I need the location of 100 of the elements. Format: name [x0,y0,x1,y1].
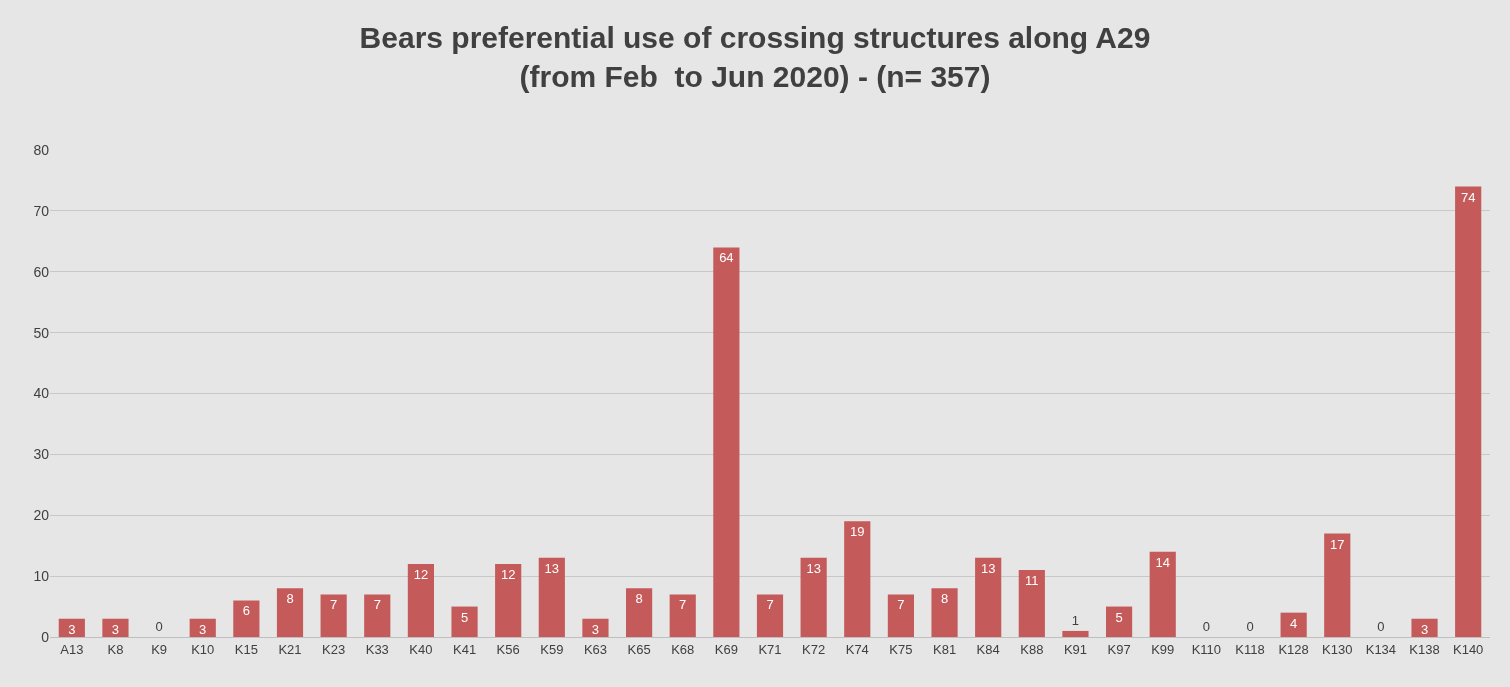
bar [407,563,434,637]
x-tick-label: K130 [1322,641,1353,657]
x-tick-label: K88 [1020,641,1044,657]
x-tick-label: K56 [496,641,520,657]
bar [626,588,653,637]
data-label: 17 [1330,536,1345,552]
data-label: 11 [1025,573,1039,589]
y-tick-label: 20 [33,507,50,524]
x-tick-label: K91 [1063,641,1088,657]
data-label: 3 [111,621,120,637]
y-tick-label: 40 [33,385,50,402]
bar [538,557,565,637]
x-tick-label: K59 [540,641,564,657]
x-tick-label: K21 [278,641,302,657]
y-tick-label: 60 [33,263,50,280]
y-tick-label: 70 [33,202,50,219]
bar [800,557,827,637]
data-label: 6 [242,603,250,619]
data-label: 7 [679,597,687,613]
bar [320,594,347,637]
x-tick-label: K63 [583,641,608,657]
x-tick-label: K140 [1452,641,1484,657]
data-label: 8 [635,591,643,607]
x-tick-label: K99 [1151,641,1175,657]
y-tick-label: 30 [33,446,50,463]
x-tick-label: K110 [1191,641,1222,657]
data-label: 8 [286,591,294,607]
x-tick-label: K71 [758,641,782,657]
x-tick-label: K68 [671,641,695,657]
x-tick-label: K69 [714,641,738,657]
x-tick-label: K74 [845,641,869,657]
x-tick-label: K41 [452,641,477,657]
bar [1062,630,1089,637]
x-tick-label: K97 [1107,641,1131,657]
data-label: 4 [1290,615,1298,631]
bar [495,563,522,637]
x-tick-label: K81 [932,641,957,657]
x-tick-label: K75 [889,641,913,657]
bar [102,618,129,637]
x-tick-label: K8 [107,641,124,657]
data-label: 13 [980,560,996,576]
data-label: 8 [940,591,949,607]
y-tick-label: 80 [33,141,50,158]
x-tick-label: K134 [1365,641,1397,657]
x-tick-label: K33 [365,641,389,657]
data-label: 12 [500,566,516,582]
bar [233,600,260,637]
bar [844,521,871,637]
y-tick-label: 50 [33,324,50,341]
x-tick-label: K15 [234,641,258,657]
data-label: 5 [460,609,469,625]
data-label: 0 [1246,619,1254,634]
bar [364,594,391,637]
bar [931,588,958,637]
data-label: 7 [766,597,774,613]
data-label: 0 [155,619,163,634]
bar [975,557,1002,637]
bar [1455,186,1482,637]
data-label: 74 [1460,189,1476,205]
data-label: 0 [1202,619,1210,634]
x-tick-label: K128 [1278,641,1309,657]
bar [1106,606,1133,637]
data-label: 64 [719,250,734,266]
data-label: 7 [330,597,338,613]
data-label: 7 [373,597,381,613]
x-tick-label: K65 [627,641,651,657]
data-label: 3 [1420,621,1429,637]
bar [582,618,609,637]
x-tick-label: K23 [322,641,346,657]
bar [713,247,740,637]
bar [1324,533,1351,637]
data-label: 3 [591,621,600,637]
data-label: 7 [897,597,905,613]
x-tick-label: K84 [976,641,1000,657]
x-tick-label: K72 [802,641,826,657]
x-tick-label: K118 [1235,641,1265,657]
data-label: 13 [544,560,560,576]
x-tick-label: A13 [60,641,84,657]
bar [1280,612,1307,637]
bar [451,606,478,637]
data-label: 5 [1115,609,1123,625]
data-label: 12 [413,566,429,582]
bar [1411,618,1438,637]
bar [1149,551,1176,637]
data-label: 19 [850,524,865,540]
bar [887,594,914,637]
data-label: 0 [1377,619,1385,634]
bar [669,594,696,637]
x-tick-label: K40 [409,641,433,657]
data-label: 3 [199,621,207,637]
bar [1018,570,1045,637]
y-tick-label: 0 [41,628,50,645]
chart-title: Bears preferential use of crossing structures along A29 (from Feb to Jun 2020) - (n= 357) [359,21,1151,94]
data-label: 1 [1071,612,1080,628]
x-tick-label: K138 [1409,641,1440,657]
bar [276,588,304,637]
data-label: 13 [806,560,821,576]
x-tick-label: K9 [151,641,168,657]
bar [756,594,784,637]
data-label: 14 [1155,554,1170,570]
